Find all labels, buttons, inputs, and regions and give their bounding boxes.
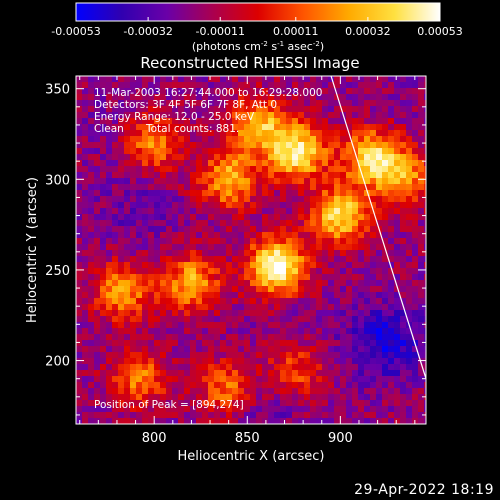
annotation-energy: Energy Range: 12.0 - 25.0 keV [94,111,255,123]
colorbar-tick-label: -0.00011 [195,25,244,38]
annotation-clean: Clean [94,123,124,135]
x-axis-label: Heliocentric X (arcsec) [178,449,325,464]
annotation-total-counts: Total counts: 881. [145,123,239,135]
annotation-detectors: Detectors: 3F 4F 5F 6F 7F 8F, Att 0 [94,99,277,111]
y-tick-label: 200 [45,355,70,370]
colorbar-tick-label: 0.00032 [345,25,391,38]
heatmap-area [76,76,426,424]
y-tick-label: 250 [45,264,70,279]
footer-date: 29-Apr-2022 18:19 [354,482,494,498]
annotation-peak-position: Position of Peak = [894,274] [94,399,244,411]
y-tick-label: 350 [45,83,70,98]
chart-title: Reconstructed RHESSI Image [140,54,359,72]
annotation-time-range: 11-Mar-2003 16:27:44.000 to 16:29:28.000 [94,87,322,99]
y-tick-label: 300 [45,173,70,188]
colorbar-tick-label: 0.00053 [417,25,463,38]
heatmap-cells [76,76,426,424]
colorbar-unit-label: (photons cm-2 s-1 asec-2) [192,40,324,53]
solar-limb-line [330,76,426,379]
y-axis-label: Heliocentric Y (arcsec) [25,177,40,323]
colorbar [75,2,441,22]
colorbar-ticks: -0.00053 -0.00032 -0.00011 0.00011 0.00032 0.… [51,17,463,38]
x-tick-label: 900 [328,431,353,446]
colorbar-tick-label: -0.00032 [123,25,172,38]
annotation-block: 11-Mar-2003 16:27:44.000 to 16:29:28.000… [94,87,322,411]
x-tick-label: 800 [142,431,167,446]
x-tick-label: 850 [235,431,260,446]
colorbar-tick-label: -0.00053 [51,25,100,38]
axis-ticks: 800 850 900 200 250 300 350 [45,76,426,446]
colorbar-tick-label: 0.00011 [273,25,319,38]
plot-frame [75,75,427,425]
